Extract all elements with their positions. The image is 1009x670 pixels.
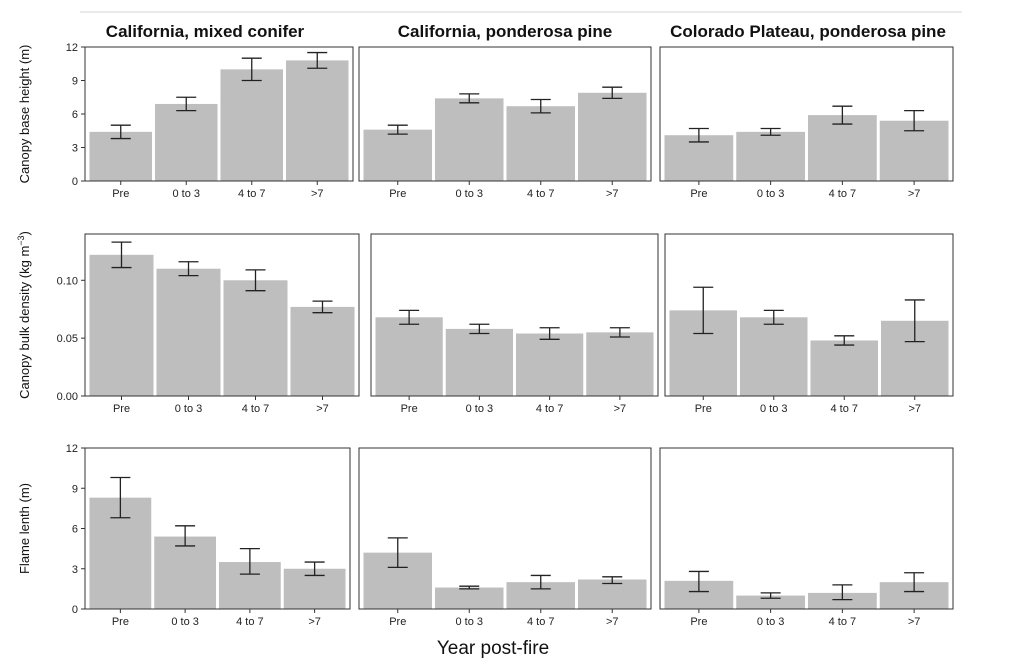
x-tick-label: Pre (695, 403, 712, 415)
y-tick-label: 12 (66, 42, 78, 54)
label-layer: California, mixed conifer California, pon… (16, 22, 946, 659)
bar (435, 98, 504, 181)
y-axis-label: Canopy base height (m) (17, 45, 32, 184)
x-tick-label: >7 (908, 616, 921, 628)
bar (290, 306, 355, 396)
x-tick-label: 0 to 3 (760, 403, 788, 415)
x-tick-label: Pre (113, 403, 130, 415)
x-tick-label: 4 to 7 (236, 616, 264, 628)
x-tick-label: 0 to 3 (466, 403, 494, 415)
x-tick-label: Pre (112, 188, 129, 200)
bar (363, 129, 432, 181)
bar (516, 333, 584, 396)
bar (220, 69, 283, 181)
x-tick-label: 4 to 7 (536, 403, 564, 415)
bar (155, 103, 218, 181)
x-tick-label: Pre (690, 616, 707, 628)
bar (810, 340, 878, 396)
x-tick-label: >7 (311, 188, 324, 200)
x-tick-label: 0 to 3 (175, 403, 203, 415)
x-tick-label: 4 to 7 (829, 188, 857, 200)
y-axis-label: Flame lenth (m) (17, 483, 32, 574)
panel-frame (84, 447, 351, 610)
x-tick-label: Pre (112, 616, 129, 628)
bar (740, 317, 808, 396)
plot-layer (81, 46, 954, 613)
bar (586, 332, 654, 396)
y-tick-label: 0.00 (57, 391, 78, 403)
bar (808, 592, 877, 609)
y-axis-label-tail: ) (17, 231, 32, 235)
bar (375, 317, 443, 396)
y-axis-label: Canopy bulk density (kg m−3) (16, 231, 32, 399)
x-tick-label: 4 to 7 (527, 616, 555, 628)
x-tick-label: 4 to 7 (238, 188, 266, 200)
bar (89, 254, 154, 396)
panel-frame (358, 46, 652, 182)
bar (154, 536, 216, 609)
x-tick-label: >7 (308, 616, 321, 628)
y-tick-label: 0.10 (57, 275, 78, 287)
y-tick-label: 0 (72, 176, 78, 188)
x-tick-label: Pre (389, 616, 406, 628)
x-tick-label: >7 (316, 403, 329, 415)
bar (808, 115, 877, 181)
y-axis-label-text: Flame lenth (m) (17, 483, 32, 574)
panel-frame (370, 233, 659, 397)
bar (736, 595, 805, 609)
x-tick-label: Pre (401, 403, 418, 415)
y-axis-label-text: Canopy base height (m) (17, 45, 32, 184)
x-tick-label: 0 to 3 (171, 616, 199, 628)
y-axis-label-superscript: −3 (16, 235, 26, 245)
bar (578, 579, 647, 609)
x-tick-label: 0 to 3 (455, 188, 483, 200)
y-tick-label: 6 (72, 524, 78, 536)
panel-frame (664, 233, 954, 397)
x-tick-label: 4 to 7 (242, 403, 270, 415)
x-tick-label: 0 to 3 (172, 188, 200, 200)
bar (286, 60, 349, 181)
bar (736, 131, 805, 181)
x-tick-label: 0 to 3 (757, 188, 785, 200)
x-tick-label: Pre (389, 188, 406, 200)
y-tick-label: 9 (72, 76, 78, 88)
y-tick-label: 9 (72, 483, 78, 495)
y-tick-label: 0 (72, 604, 78, 616)
bar (156, 268, 221, 396)
panel-frame (659, 447, 954, 610)
panel-frame (84, 46, 354, 182)
bar (89, 131, 152, 181)
y-tick-label: 12 (66, 443, 78, 455)
bar (223, 280, 288, 396)
y-tick-label: 6 (72, 109, 78, 121)
x-tick-label: 0 to 3 (757, 616, 785, 628)
y-tick-label: 0.05 (57, 333, 78, 345)
x-tick-label: >7 (908, 188, 921, 200)
panel-frame (358, 447, 652, 610)
x-tick-label: >7 (614, 403, 627, 415)
bar (435, 587, 504, 609)
bar (664, 135, 734, 181)
panel-frame (659, 46, 954, 182)
panel-title: California, ponderosa pine (398, 22, 612, 41)
y-axis-label-text: Canopy bulk density (kg m (17, 246, 32, 399)
x-tick-label: 4 to 7 (829, 616, 857, 628)
x-tick-label: >7 (908, 403, 921, 415)
x-axis-label: Year post-fire (437, 638, 549, 659)
y-tick-label: 3 (72, 143, 78, 155)
bar (578, 92, 647, 181)
x-tick-label: >7 (606, 188, 619, 200)
x-tick-label: 4 to 7 (830, 403, 858, 415)
y-tick-label: 3 (72, 564, 78, 576)
x-tick-label: Pre (690, 188, 707, 200)
bar (506, 106, 575, 181)
bar (445, 328, 513, 396)
panel-frame (84, 233, 360, 397)
panel-title: California, mixed conifer (106, 22, 305, 41)
panel-title: Colorado Plateau, ponderosa pine (670, 22, 946, 41)
x-tick-label: 0 to 3 (455, 616, 483, 628)
x-tick-label: 4 to 7 (527, 188, 555, 200)
x-tick-label: >7 (606, 616, 619, 628)
